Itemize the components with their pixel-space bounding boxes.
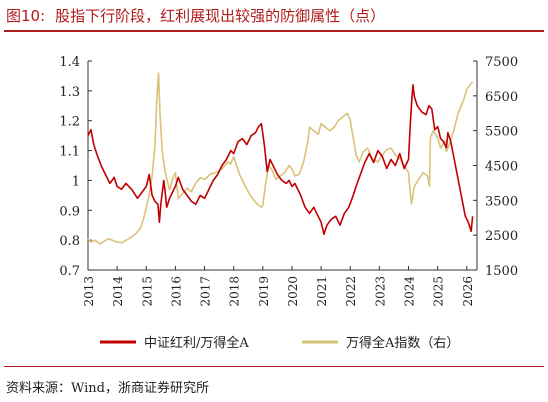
x-tick-label: 2016 <box>169 276 183 307</box>
y-right-tick-label: 2500 <box>485 229 518 244</box>
x-tick-label: 2014 <box>111 276 125 307</box>
y-left-tick-label: 0.9 <box>59 204 80 219</box>
series-layer <box>87 72 474 245</box>
y-right-tick-label: 4500 <box>485 160 518 175</box>
y-right-tick-label: 1500 <box>485 264 518 279</box>
y-left-tick-label: 1.3 <box>59 85 80 100</box>
series-line-dividend-ratio <box>87 84 474 235</box>
x-tick-label: 2015 <box>140 276 154 307</box>
x-tick-label: 2024 <box>403 276 417 307</box>
x-tick-label: 2019 <box>257 276 271 307</box>
legend-item-wind-all-a: 万得全A指数（右） <box>302 335 459 351</box>
legend: 中证红利/万得全A 万得全A指数（右） <box>100 335 459 351</box>
x-tick-label: 2021 <box>315 276 329 307</box>
source-note: 资料来源：Wind，浙商证券研究所 <box>6 381 209 396</box>
title-rule <box>4 30 544 32</box>
y-left-tick-label: 0.8 <box>59 234 80 249</box>
x-tick-label: 2017 <box>199 276 213 307</box>
y-left-tick-label: 0.7 <box>59 264 80 279</box>
x-tick-label: 2026 <box>461 276 475 307</box>
x-tick-label: 2013 <box>82 276 96 307</box>
y-right-tick-label: 6500 <box>485 90 518 105</box>
axes: 0.7 0.8 0.9 1 1.1 1.2 1.3 1.4 1500 2500 3500 4500 55… <box>59 55 518 307</box>
x-tick-label: 2022 <box>344 276 358 307</box>
x-tick-label: 2020 <box>286 276 300 307</box>
x-tick-label: 2025 <box>432 276 446 307</box>
legend-label: 中证红利/万得全A <box>144 335 249 351</box>
figure-title-text: 股指下行阶段，红利展现出较强的防御属性（点） <box>55 7 386 25</box>
legend-item-dividend-ratio: 中证红利/万得全A <box>100 335 249 351</box>
bottom-rule <box>4 366 544 367</box>
legend-label: 万得全A指数（右） <box>346 335 459 351</box>
figure-title: 图10: 股指下行阶段，红利展现出较强的防御属性（点） <box>6 4 385 28</box>
y-left-tick-label: 1 <box>72 174 80 189</box>
y-left-tick-label: 1.1 <box>59 145 80 160</box>
x-tick-label: 2018 <box>228 276 242 307</box>
y-right-tick-label: 7500 <box>485 55 518 70</box>
figure-number: 图10: <box>6 7 46 25</box>
y-left-tick-label: 1.4 <box>59 55 80 70</box>
y-right-tick-label: 3500 <box>485 194 518 209</box>
y-left-tick-label: 1.2 <box>59 115 80 130</box>
y-right-tick-label: 5500 <box>485 125 518 140</box>
series-line-wind-all-a <box>87 72 474 245</box>
x-tick-label: 2023 <box>373 276 387 307</box>
